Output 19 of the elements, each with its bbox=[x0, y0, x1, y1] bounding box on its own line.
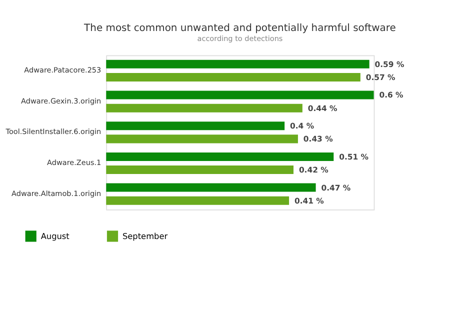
bar bbox=[106, 134, 298, 144]
y-tick-label: Adware.Zeus.1 bbox=[47, 158, 102, 168]
legend-label: August bbox=[40, 230, 70, 241]
bar bbox=[106, 72, 360, 82]
chart-subtitle: according to detections bbox=[197, 34, 283, 43]
y-tick-label: Adware.Altamob.1.origin bbox=[12, 188, 102, 198]
bar bbox=[106, 166, 294, 174]
y-tick-label: Tool.SilentInstaller.6.origin bbox=[4, 127, 102, 136]
bar bbox=[106, 183, 316, 192]
chart-title: The most common unwanted and potentially harmful software bbox=[83, 22, 396, 34]
bar bbox=[106, 152, 334, 161]
y-tick-label: Adware.Patacore.253 bbox=[24, 66, 102, 75]
bar bbox=[106, 196, 290, 205]
bar bbox=[106, 90, 374, 100]
y-tick-label: Adware.Gexin.3.origin bbox=[21, 96, 102, 106]
bar bbox=[106, 60, 370, 68]
bar bbox=[106, 122, 285, 130]
legend-label: September bbox=[122, 230, 168, 241]
bar bbox=[106, 104, 302, 112]
